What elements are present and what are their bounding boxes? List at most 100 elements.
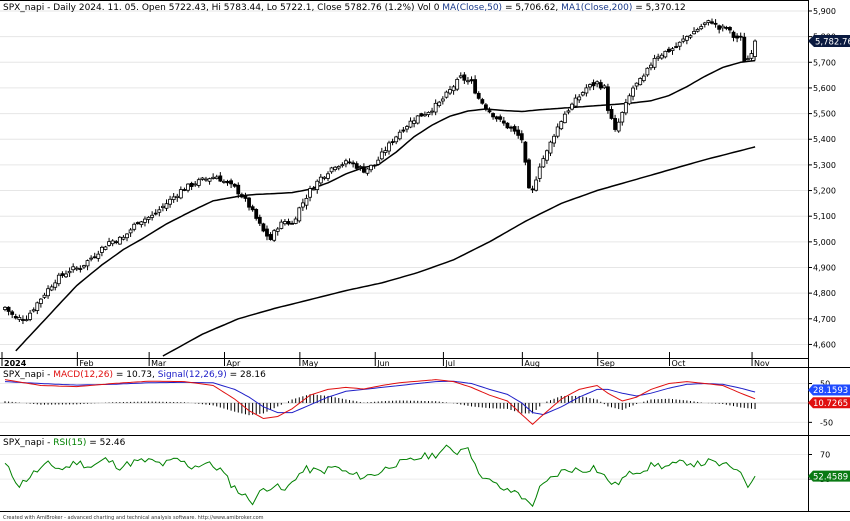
candle: [369, 164, 373, 173]
candle: [631, 85, 635, 101]
candle: [78, 265, 83, 273]
candle: [566, 108, 571, 115]
price-tick-label: 5,300: [813, 161, 836, 170]
rsi-label: RSI(15): [53, 438, 86, 448]
signal-badge-label: 28.1593: [813, 386, 848, 396]
rsi-title: SPX_napi - RSI(15) = 52.46: [3, 438, 126, 448]
candle: [85, 259, 90, 271]
candle: [49, 284, 54, 292]
candle: [186, 183, 190, 193]
candle: [293, 216, 298, 225]
candle: [451, 84, 456, 95]
rsi-badge-label: 52.4589: [813, 472, 848, 482]
candle: [702, 21, 707, 28]
candle: [674, 42, 679, 49]
candle: [652, 54, 657, 70]
candle: [717, 24, 722, 34]
candle: [218, 172, 223, 182]
month-tick-label: Aug: [524, 359, 540, 368]
candle: [347, 158, 352, 165]
candle: [713, 19, 718, 28]
candle: [132, 222, 137, 232]
candle: [663, 50, 668, 59]
candle: [268, 232, 273, 241]
candle: [107, 237, 111, 247]
candle: [239, 192, 244, 199]
signal-value: = 28.16: [227, 370, 266, 380]
candle: [229, 178, 233, 189]
candle: [10, 310, 15, 319]
price-tick-label: 4,800: [813, 289, 836, 298]
candle: [71, 263, 76, 273]
candle: [254, 208, 259, 221]
candle: [534, 176, 539, 192]
candle: [125, 233, 129, 242]
macd-symbol: SPX_napi: [3, 370, 44, 380]
candle: [541, 155, 546, 168]
candle: [74, 266, 79, 272]
candle: [430, 107, 434, 116]
candle: [426, 111, 431, 118]
candle: [329, 166, 334, 174]
price-tick-label: 5,400: [813, 135, 836, 144]
price-tick-label: 5,200: [813, 187, 836, 196]
candle: [372, 164, 377, 169]
candle: [351, 160, 356, 168]
candle: [67, 267, 72, 277]
candle: [171, 193, 176, 203]
candle: [121, 235, 126, 241]
candle: [308, 185, 312, 202]
candlestick-series: [3, 18, 757, 325]
candle: [688, 34, 693, 40]
candle: [232, 183, 237, 188]
candle: [527, 158, 531, 189]
candle: [35, 301, 40, 315]
candle: [562, 111, 567, 124]
candle: [24, 315, 29, 322]
ma50-value: = 5,706.62,: [502, 3, 561, 13]
x-axis-months: 2024 Feb Mar Apr May Jun Jul Aug Sep Oct Nov: [1, 352, 770, 368]
ma200-line: [162, 146, 756, 357]
candle: [677, 41, 682, 51]
macd-histogram: [4, 394, 756, 416]
candle: [466, 77, 470, 85]
candle: [408, 117, 413, 129]
month-tick-label: Apr: [227, 359, 242, 368]
candle: [361, 163, 366, 174]
candle: [290, 220, 295, 225]
candle: [304, 194, 309, 210]
candle: [114, 239, 119, 245]
ma50-label: MA(Close,50): [442, 3, 502, 13]
candle: [512, 124, 517, 135]
rsi-tick-label: 70: [820, 451, 830, 460]
candle: [591, 79, 596, 91]
candle: [387, 140, 391, 155]
candle: [153, 209, 158, 216]
candle: [462, 72, 467, 84]
candle: [189, 181, 194, 190]
month-tick-label: Feb: [79, 359, 93, 368]
candle: [480, 97, 485, 105]
ma200-label: MA1(Close,200): [561, 3, 632, 13]
candle: [161, 203, 165, 212]
candle: [236, 182, 241, 199]
candle: [89, 255, 94, 262]
candle: [616, 118, 621, 133]
candle: [516, 126, 521, 139]
candle: [724, 25, 729, 31]
rsi-value: = 52.46: [86, 438, 125, 448]
candle: [354, 161, 359, 170]
candle: [537, 163, 542, 183]
candle: [476, 91, 481, 100]
price-tick-label: 5,700: [813, 58, 836, 67]
price-y-axis: 5,9005,8005,7005,6005,5005,4005,3005,200…: [808, 7, 836, 349]
month-tick-label: Sep: [600, 359, 615, 368]
candle: [634, 82, 639, 90]
macd-tick-label: -50: [820, 418, 833, 427]
candle: [340, 162, 345, 168]
candle: [422, 111, 427, 117]
candle: [17, 314, 22, 323]
month-tick-label: Jul: [444, 359, 455, 368]
